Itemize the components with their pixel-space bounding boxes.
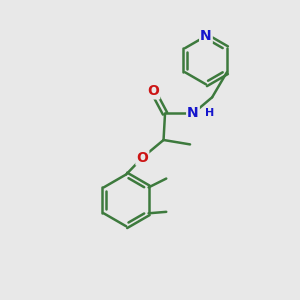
Text: H: H <box>206 109 214 118</box>
Text: N: N <box>200 29 212 43</box>
Text: N: N <box>187 106 199 121</box>
Text: O: O <box>136 151 148 165</box>
Text: O: O <box>147 84 159 98</box>
